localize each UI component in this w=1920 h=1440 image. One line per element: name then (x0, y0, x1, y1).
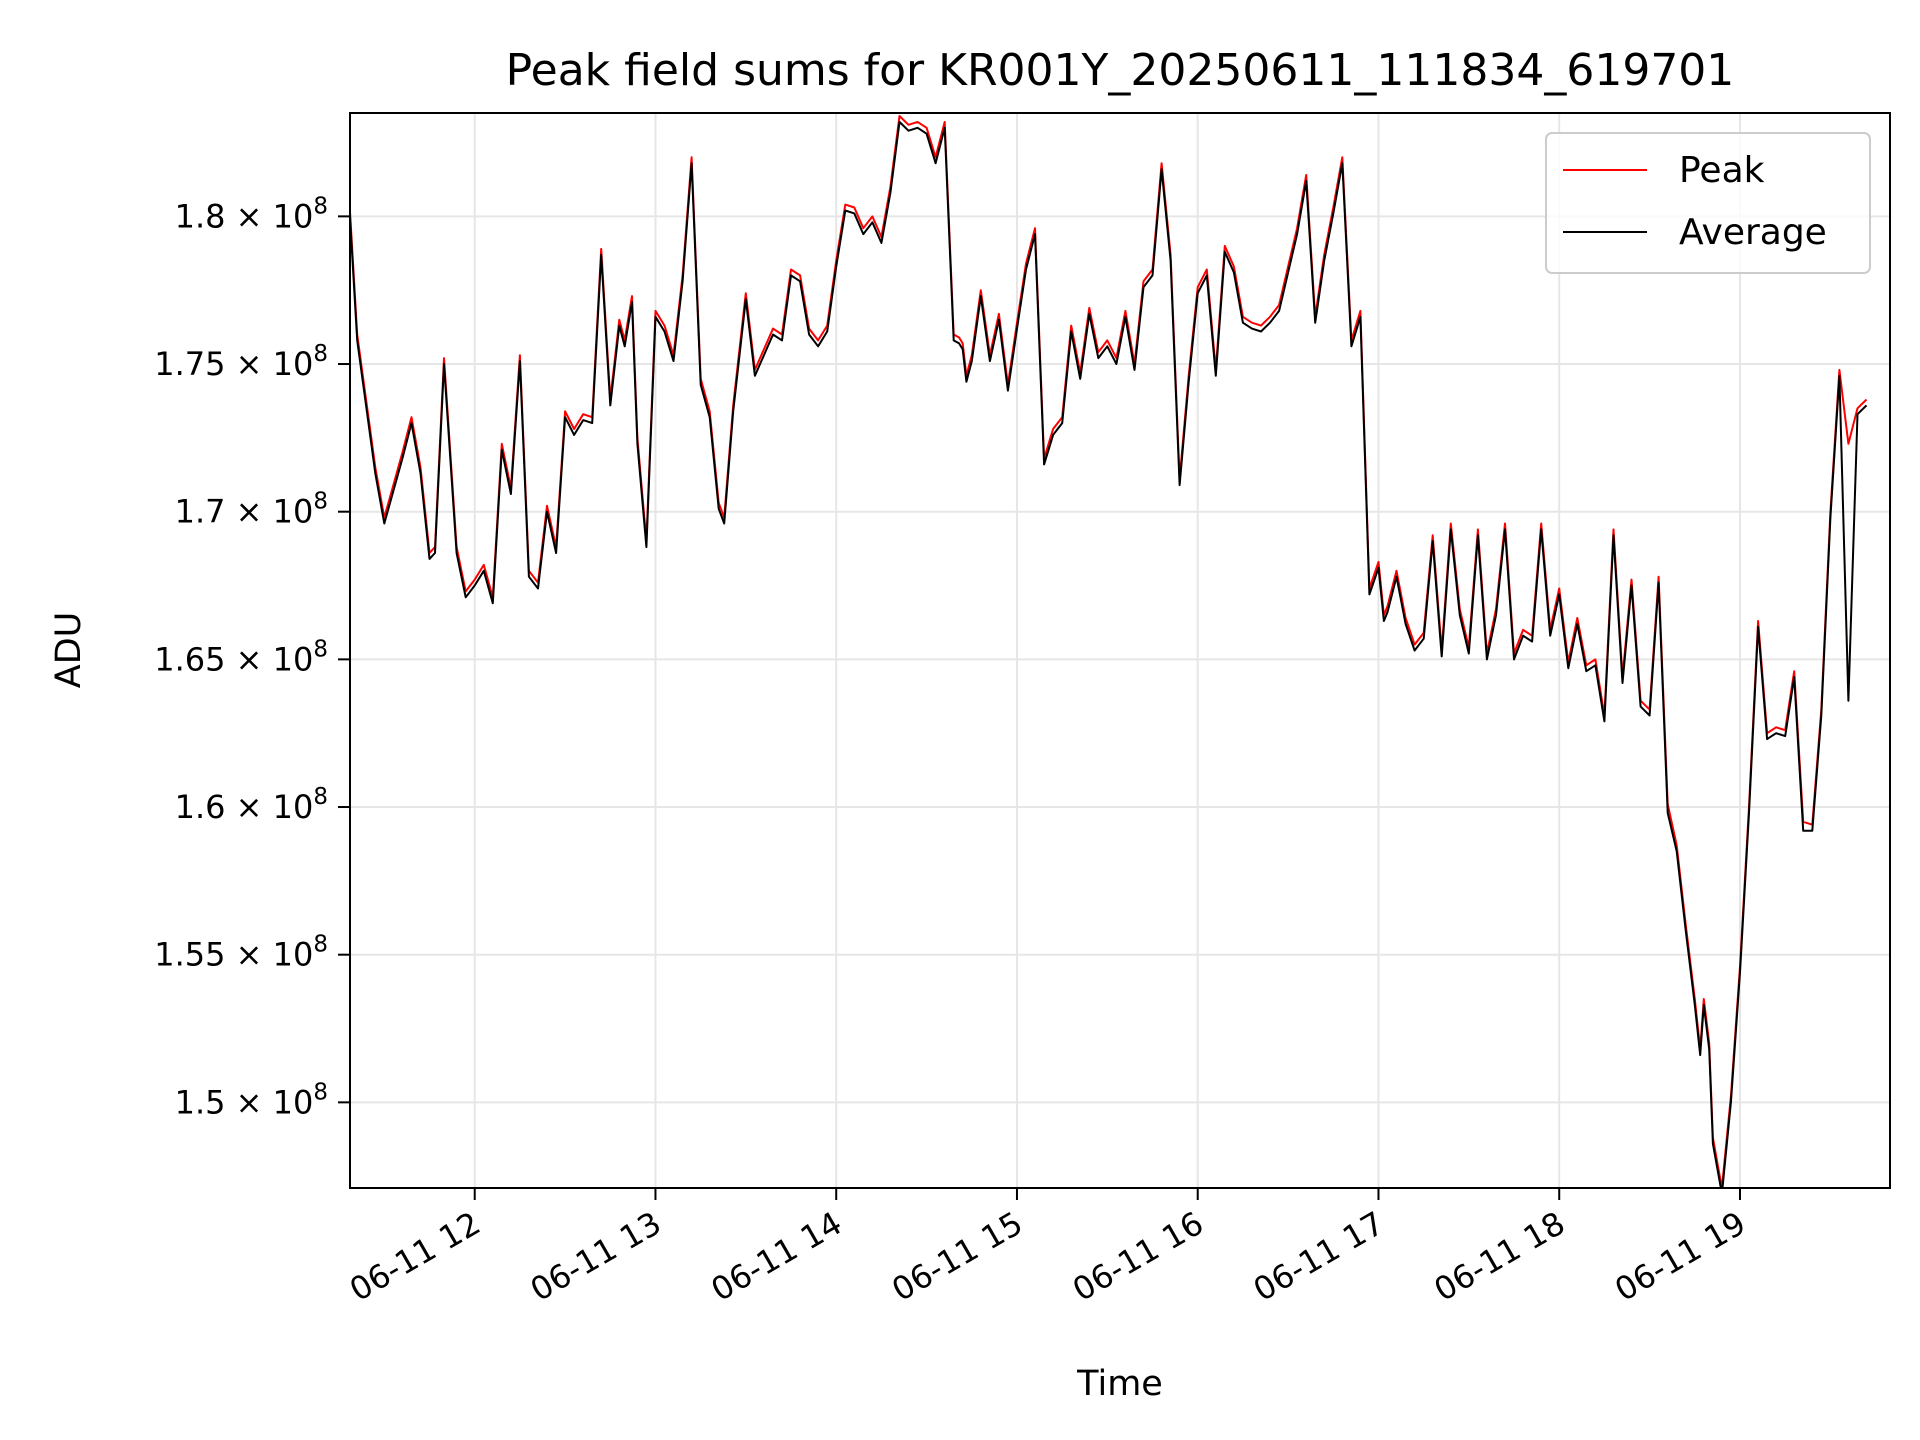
y-tick-label: 1.7 × 108 (175, 489, 328, 531)
legend: Peak Average (1545, 132, 1871, 274)
x-axis-title: Time (1076, 1364, 1163, 1404)
chart-title: Peak field sums for KR001Y_20250611_1118… (506, 45, 1735, 96)
y-tick-label: 1.6 × 108 (175, 784, 328, 826)
y-tick-label: 1.8 × 108 (175, 193, 328, 235)
plot-frame (349, 112, 1891, 1189)
grid (350, 113, 1890, 1188)
legend-box (1545, 132, 1871, 274)
y-axis-ticks: 1.5 × 108 1.55 × 108 1.6 × 108 1.65 × 108 1.… (154, 193, 350, 1121)
y-tick-label: 1.5 × 108 (175, 1079, 328, 1121)
series-layer (350, 115, 1868, 1188)
y-tick-label: 1.55 × 108 (154, 932, 328, 974)
legend-label-average: Average (1679, 212, 1827, 253)
y-tick-label: 1.65 × 108 (154, 636, 328, 678)
y-axis-title: ADU (49, 612, 89, 689)
legend-label-peak: Peak (1679, 150, 1765, 191)
series-line-average (350, 120, 1868, 1188)
y-tick-label: 1.75 × 108 (154, 341, 328, 383)
